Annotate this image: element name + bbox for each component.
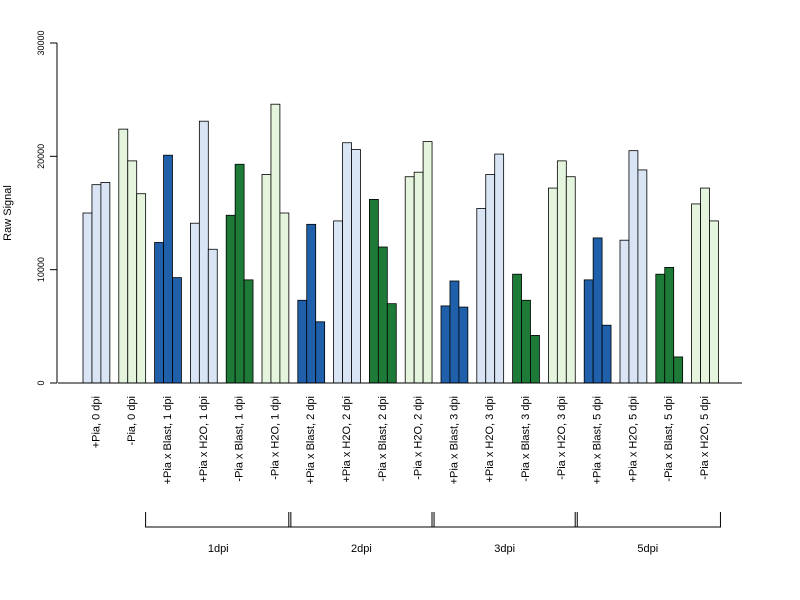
bar [333,220,343,384]
bar [691,203,701,384]
bar [709,220,719,384]
group-bracket [431,512,578,528]
bar [207,248,218,384]
bar [565,176,576,384]
x-tick-label: +Pia x H2O, 2 dpi [341,396,353,483]
bar [315,321,326,384]
x-tick-label: +Pia x Blast, 3 dpi [448,396,460,484]
bar [297,299,308,384]
x-tick-label: -Pia x Blast, 5 dpi [663,396,675,482]
bar [127,160,138,384]
x-tick-label: +Pia x H2O, 1 dpi [198,396,210,483]
x-tick-label: -Pia x H2O, 2 dpi [413,396,425,480]
group-bracket [288,512,435,528]
bars-layer [82,103,719,384]
bar [592,237,603,384]
bar [512,273,522,384]
group-brackets: 1dpi 2dpi 3dpi 5dpi [145,512,721,555]
bar [413,171,424,384]
bar [700,187,710,384]
bar [664,266,675,384]
bar [91,184,102,384]
group-label: 1dpi [208,543,229,555]
bar [619,239,630,384]
bar [404,176,415,384]
bar [279,212,290,384]
x-tick-label: -Pia x Blast, 3 dpi [520,396,532,482]
bar [521,299,531,384]
y-axis: 0 10000 20000 30000 [36,30,58,386]
bar [351,149,361,384]
bar [198,120,209,384]
x-tick-label: +Pia x Blast, 5 dpi [592,396,604,484]
bar [377,246,388,384]
bar [601,324,612,384]
bar [189,222,200,384]
x-tick-label: +Pia x Blast, 1 dpi [162,396,174,484]
bar [637,169,648,384]
bar [530,334,540,384]
x-tick-label: +Pia x H2O, 5 dpi [627,396,639,483]
x-tick-label: -Pia x H2O, 1 dpi [269,396,281,480]
bar [243,279,254,384]
bar [628,150,639,384]
bar [422,141,433,384]
bar [494,153,505,384]
x-tick-label: -Pia x Blast, 1 dpi [234,396,246,482]
bar [548,187,558,384]
group-label: 5dpi [637,543,658,555]
bar [136,193,147,384]
group-label: 3dpi [494,543,515,555]
y-axis-title: Raw Signal [2,185,14,241]
bar [655,273,666,384]
y-tick-label: 20000 [36,144,46,169]
x-tick-label: +Pia x H2O, 3 dpi [484,396,496,483]
y-tick-label: 0 [36,380,46,385]
bar [342,142,352,384]
bar [154,242,164,384]
y-tick-label: 30000 [36,30,46,55]
bar [100,181,111,384]
bar [476,208,487,384]
group-bracket [574,512,721,528]
bar [386,303,397,384]
x-tick-label: -Pia x H2O, 5 dpi [699,396,711,480]
bar [583,279,594,384]
group-bracket [145,512,292,528]
bar [234,163,245,384]
y-tick-label: 10000 [36,257,46,282]
x-tick-label: -Pia x H2O, 3 dpi [556,396,568,480]
bar [449,280,460,384]
bar [261,174,272,384]
bar [440,305,451,384]
bar [306,223,317,384]
bar [485,174,496,384]
bar [556,160,567,384]
x-tick-label: -Pia x Blast, 2 dpi [377,396,389,482]
x-tick-label: +Pia, 0 dpi [90,396,102,448]
bar [368,198,379,384]
bar [458,306,469,384]
bar [118,128,129,384]
bar [172,277,182,384]
bar [82,212,93,384]
x-axis: +Pia, 0 dpi -Pia, 0 dpi +Pia x Blast, 1 dp… [58,382,742,484]
group-label: 2dpi [351,543,372,555]
bar [225,214,236,384]
x-tick-label: +Pia x Blast, 2 dpi [305,396,317,484]
bar [163,154,173,384]
bar [270,103,281,384]
bar [673,356,684,384]
x-tick-label: -Pia, 0 dpi [126,396,138,446]
